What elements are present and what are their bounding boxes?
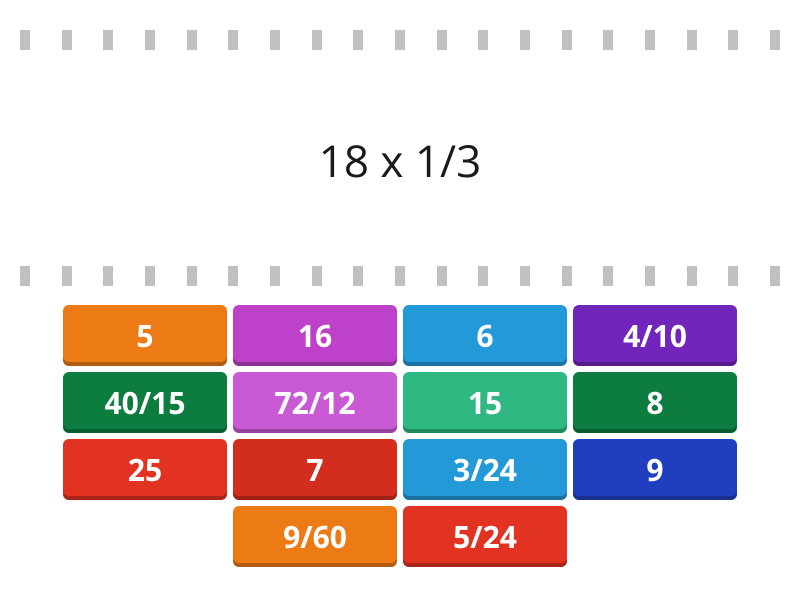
answer-label: 16 xyxy=(298,315,332,356)
tick-mark xyxy=(145,266,155,286)
tick-mark xyxy=(562,266,572,286)
answer-label: 7 xyxy=(306,449,323,490)
tick-mark xyxy=(645,266,655,286)
tick-mark xyxy=(228,30,238,50)
tick-mark xyxy=(603,30,613,50)
tick-mark xyxy=(478,30,488,50)
answer-label: 72/12 xyxy=(274,382,355,423)
answer-label: 25 xyxy=(128,449,162,490)
tick-mark xyxy=(520,266,530,286)
answer-tile[interactable]: 25 xyxy=(63,439,227,500)
answer-label: 4/10 xyxy=(623,315,687,356)
answer-tile[interactable]: 8 xyxy=(573,372,737,433)
answer-label: 5 xyxy=(136,315,153,356)
answer-label: 3/24 xyxy=(453,449,517,490)
tick-mark xyxy=(520,30,530,50)
answer-tile[interactable]: 4/10 xyxy=(573,305,737,366)
answers-grid: 5 16 6 4/10 40/15 72/12 15 8 25 7 3/24 9 9/60 5/24 xyxy=(0,305,800,567)
tick-mark xyxy=(228,266,238,286)
answer-tile[interactable]: 6 xyxy=(403,305,567,366)
tick-mark xyxy=(312,266,322,286)
answer-label: 9/60 xyxy=(283,516,347,557)
answer-tile[interactable]: 16 xyxy=(233,305,397,366)
tick-row-top xyxy=(0,30,800,50)
tick-mark xyxy=(353,266,363,286)
answer-tile[interactable]: 15 xyxy=(403,372,567,433)
tick-mark xyxy=(145,30,155,50)
answer-tile[interactable]: 5 xyxy=(63,305,227,366)
answer-row: 9/60 5/24 xyxy=(233,506,567,567)
tick-mark xyxy=(395,266,405,286)
tick-mark xyxy=(270,30,280,50)
tick-mark xyxy=(478,266,488,286)
tick-mark xyxy=(437,30,447,50)
tick-mark xyxy=(187,266,197,286)
answer-label: 40/15 xyxy=(104,382,185,423)
answer-label: 5/24 xyxy=(453,516,517,557)
answer-tile[interactable]: 40/15 xyxy=(63,372,227,433)
tick-mark xyxy=(562,30,572,50)
tick-mark xyxy=(353,30,363,50)
tick-mark xyxy=(395,30,405,50)
answer-tile[interactable]: 3/24 xyxy=(403,439,567,500)
answer-row: 40/15 72/12 15 8 xyxy=(63,372,737,433)
answer-label: 9 xyxy=(646,449,663,490)
tick-mark xyxy=(20,266,30,286)
tick-mark xyxy=(728,30,738,50)
answer-label: 6 xyxy=(476,315,493,356)
tick-mark xyxy=(770,266,780,286)
answer-label: 15 xyxy=(468,382,502,423)
tick-mark xyxy=(687,30,697,50)
tick-mark xyxy=(20,30,30,50)
tick-mark xyxy=(62,266,72,286)
tick-mark xyxy=(270,266,280,286)
answer-row: 5 16 6 4/10 xyxy=(63,305,737,366)
tick-mark xyxy=(187,30,197,50)
tick-mark xyxy=(437,266,447,286)
answer-tile[interactable]: 5/24 xyxy=(403,506,567,567)
answer-label: 8 xyxy=(646,382,663,423)
answer-row: 25 7 3/24 9 xyxy=(63,439,737,500)
tick-mark xyxy=(728,266,738,286)
answer-tile[interactable]: 72/12 xyxy=(233,372,397,433)
tick-mark xyxy=(770,30,780,50)
answer-tile[interactable]: 9 xyxy=(573,439,737,500)
question-text: 18 x 1/3 xyxy=(0,130,800,190)
answer-tile[interactable]: 9/60 xyxy=(233,506,397,567)
tick-mark xyxy=(603,266,613,286)
tick-mark xyxy=(312,30,322,50)
tick-mark xyxy=(103,266,113,286)
tick-mark xyxy=(645,30,655,50)
tick-mark xyxy=(103,30,113,50)
tick-mark xyxy=(62,30,72,50)
answer-tile[interactable]: 7 xyxy=(233,439,397,500)
tick-mark xyxy=(687,266,697,286)
tick-row-bottom xyxy=(0,266,800,286)
